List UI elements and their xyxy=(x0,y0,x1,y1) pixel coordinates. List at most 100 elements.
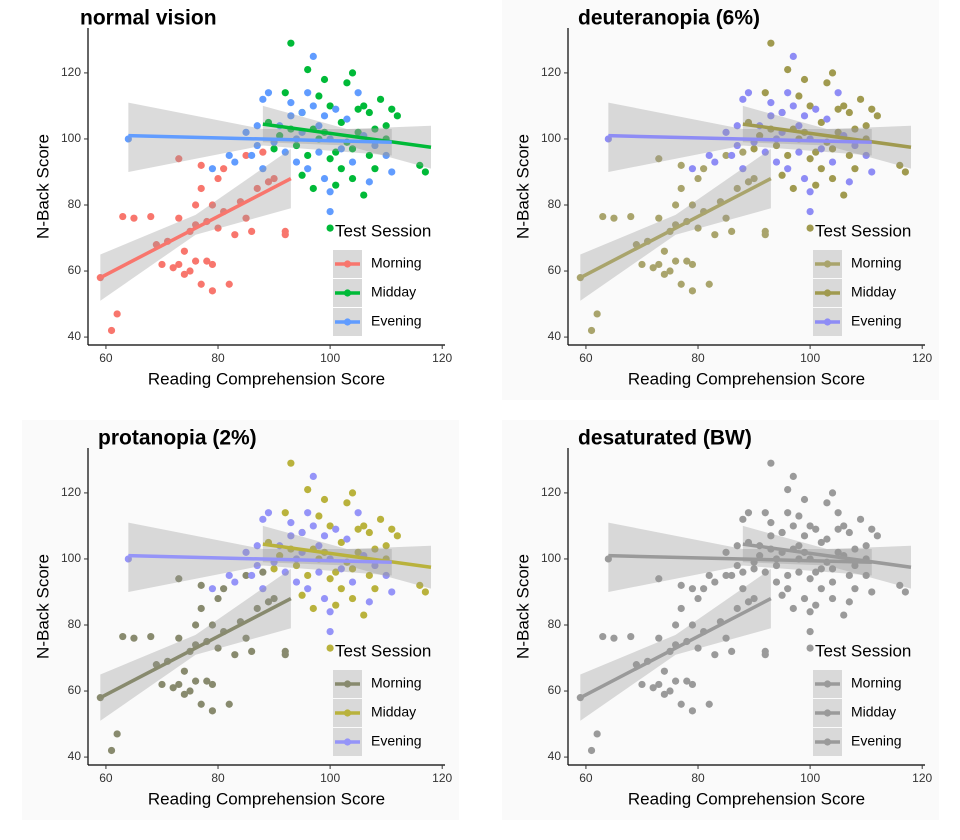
point xyxy=(789,604,797,613)
point xyxy=(147,632,155,641)
point xyxy=(320,112,329,120)
point xyxy=(416,581,424,589)
point xyxy=(197,604,205,613)
point xyxy=(627,212,635,221)
point xyxy=(169,264,177,272)
point xyxy=(320,495,329,504)
point xyxy=(214,644,222,652)
point xyxy=(823,115,831,123)
point xyxy=(705,700,713,708)
point xyxy=(186,267,194,275)
point xyxy=(371,545,379,553)
point xyxy=(901,588,909,596)
point xyxy=(119,632,127,641)
point xyxy=(197,700,205,708)
point xyxy=(281,148,289,156)
point xyxy=(192,621,200,629)
point xyxy=(840,102,848,110)
point xyxy=(343,115,351,123)
y-tick-label: 80 xyxy=(68,197,82,211)
y-tick-label: 100 xyxy=(61,551,81,565)
point xyxy=(694,224,702,232)
point xyxy=(806,627,814,636)
point xyxy=(761,148,769,156)
point xyxy=(281,509,289,517)
point xyxy=(901,168,909,176)
point xyxy=(292,158,301,166)
point xyxy=(795,512,803,520)
point xyxy=(856,95,865,103)
point xyxy=(337,165,345,173)
point xyxy=(672,621,680,629)
point xyxy=(756,552,764,560)
point xyxy=(711,578,719,586)
point xyxy=(371,561,379,570)
point xyxy=(828,565,837,573)
legend-key-point xyxy=(823,318,832,326)
point xyxy=(354,105,362,113)
point xyxy=(388,525,396,533)
point xyxy=(348,565,357,573)
point xyxy=(767,112,775,120)
confidence-band xyxy=(580,148,771,301)
point xyxy=(728,571,736,580)
point xyxy=(868,588,876,596)
point xyxy=(259,165,267,173)
point xyxy=(281,89,289,97)
point xyxy=(337,538,345,547)
point xyxy=(348,158,357,166)
point xyxy=(281,231,289,239)
point xyxy=(382,122,390,130)
point xyxy=(806,644,814,652)
legend-key-point xyxy=(823,680,832,688)
point xyxy=(722,571,730,580)
point xyxy=(354,509,362,517)
point xyxy=(180,690,188,698)
point xyxy=(354,128,362,136)
point xyxy=(739,95,747,103)
y-tick-label: 40 xyxy=(548,329,562,343)
point xyxy=(817,538,825,547)
point xyxy=(700,165,708,173)
point xyxy=(113,310,121,318)
point xyxy=(371,585,379,593)
point xyxy=(276,132,284,140)
point xyxy=(248,647,256,656)
point xyxy=(304,585,312,593)
point xyxy=(767,519,775,527)
point xyxy=(812,181,820,189)
point xyxy=(248,151,256,160)
point xyxy=(784,486,792,494)
point xyxy=(208,287,217,295)
y-tick-label: 100 xyxy=(541,551,561,565)
point xyxy=(655,634,663,642)
point xyxy=(315,92,323,100)
point xyxy=(343,535,351,543)
point xyxy=(360,102,368,110)
point xyxy=(806,155,814,163)
y-tick-label: 80 xyxy=(548,617,562,631)
point xyxy=(868,525,876,533)
point xyxy=(812,525,820,533)
point xyxy=(728,647,736,656)
point xyxy=(388,168,396,176)
point xyxy=(828,174,837,183)
point xyxy=(711,231,719,239)
point xyxy=(242,151,250,160)
point xyxy=(733,542,741,550)
point xyxy=(795,148,803,156)
point xyxy=(119,212,127,221)
legend-label: Midday xyxy=(371,704,416,720)
point xyxy=(733,122,741,130)
point xyxy=(320,174,329,183)
point xyxy=(683,257,691,265)
point xyxy=(845,598,853,606)
point xyxy=(371,141,379,150)
legend-label: Morning xyxy=(371,255,422,271)
point xyxy=(823,535,831,543)
point xyxy=(365,108,373,117)
point xyxy=(304,151,312,160)
point xyxy=(672,677,680,685)
point xyxy=(158,260,166,269)
y-tick-label: 120 xyxy=(541,65,561,79)
